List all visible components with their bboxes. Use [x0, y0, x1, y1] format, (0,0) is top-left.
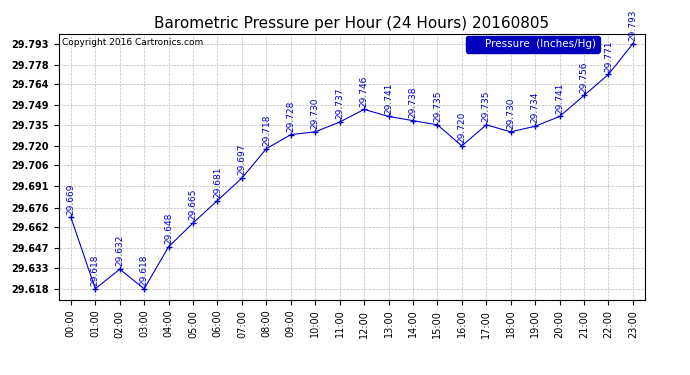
Text: 29.618: 29.618	[139, 255, 148, 286]
Text: 29.665: 29.665	[188, 189, 197, 220]
Text: 29.669: 29.669	[66, 183, 75, 214]
Legend: Pressure  (Inches/Hg): Pressure (Inches/Hg)	[466, 36, 600, 52]
Text: 29.720: 29.720	[457, 112, 466, 143]
Text: 29.741: 29.741	[384, 82, 393, 114]
Pressure  (Inches/Hg)	[335, 120, 344, 124]
Text: 29.756: 29.756	[580, 61, 589, 93]
Pressure  (Inches/Hg)	[629, 41, 637, 46]
Text: 29.618: 29.618	[91, 255, 100, 286]
Text: 29.728: 29.728	[286, 100, 295, 132]
Line: Pressure  (Inches/Hg): Pressure (Inches/Hg)	[68, 40, 636, 292]
Text: 29.718: 29.718	[262, 114, 271, 146]
Pressure  (Inches/Hg)	[262, 146, 270, 151]
Text: 29.737: 29.737	[335, 88, 344, 119]
Text: 29.730: 29.730	[310, 98, 319, 129]
Pressure  (Inches/Hg)	[580, 93, 588, 98]
Text: 29.738: 29.738	[408, 86, 417, 118]
Pressure  (Inches/Hg)	[506, 130, 515, 134]
Pressure  (Inches/Hg)	[67, 215, 75, 220]
Pressure  (Inches/Hg)	[213, 198, 221, 203]
Text: 29.697: 29.697	[237, 144, 246, 175]
Text: 29.741: 29.741	[555, 82, 564, 114]
Pressure  (Inches/Hg)	[409, 118, 417, 123]
Title: Barometric Pressure per Hour (24 Hours) 20160805: Barometric Pressure per Hour (24 Hours) …	[155, 16, 549, 31]
Pressure  (Inches/Hg)	[531, 124, 540, 129]
Pressure  (Inches/Hg)	[360, 107, 368, 112]
Text: 29.632: 29.632	[115, 235, 124, 266]
Text: 29.735: 29.735	[433, 90, 442, 122]
Pressure  (Inches/Hg)	[286, 132, 295, 137]
Pressure  (Inches/Hg)	[433, 123, 442, 127]
Pressure  (Inches/Hg)	[140, 286, 148, 291]
Text: 29.734: 29.734	[531, 92, 540, 123]
Text: 29.771: 29.771	[604, 40, 613, 72]
Pressure  (Inches/Hg)	[189, 220, 197, 225]
Pressure  (Inches/Hg)	[238, 176, 246, 180]
Text: 29.681: 29.681	[213, 166, 222, 198]
Pressure  (Inches/Hg)	[311, 130, 319, 134]
Pressure  (Inches/Hg)	[116, 267, 124, 272]
Pressure  (Inches/Hg)	[457, 144, 466, 148]
Pressure  (Inches/Hg)	[604, 72, 613, 76]
Pressure  (Inches/Hg)	[482, 123, 491, 127]
Text: Copyright 2016 Cartronics.com: Copyright 2016 Cartronics.com	[61, 38, 203, 47]
Pressure  (Inches/Hg)	[164, 244, 172, 249]
Pressure  (Inches/Hg)	[91, 286, 99, 291]
Text: 29.730: 29.730	[506, 98, 515, 129]
Text: 29.648: 29.648	[164, 213, 173, 244]
Pressure  (Inches/Hg)	[555, 114, 564, 118]
Text: 29.793: 29.793	[629, 9, 638, 41]
Pressure  (Inches/Hg)	[384, 114, 393, 118]
Text: 29.746: 29.746	[359, 75, 368, 106]
Text: 29.735: 29.735	[482, 90, 491, 122]
